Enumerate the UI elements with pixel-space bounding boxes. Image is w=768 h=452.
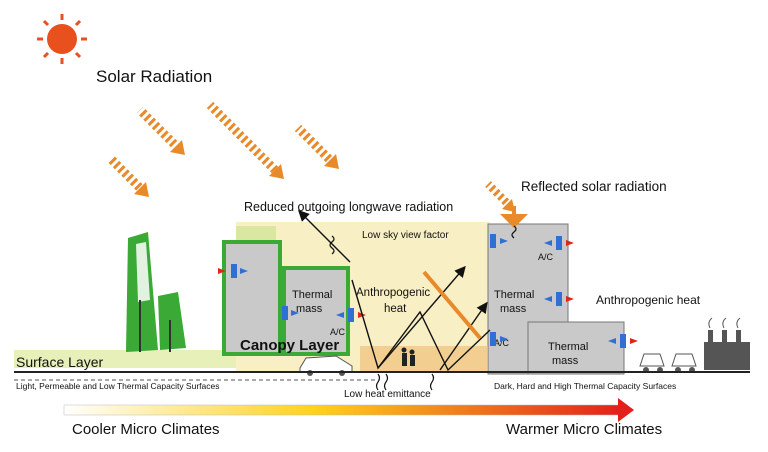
reduced-longwave-label: Reduced outgoing longwave radiation — [244, 200, 453, 214]
thermal-label-right: Thermal — [494, 289, 534, 301]
heat-emittance-icon — [329, 225, 517, 391]
low-sky-view-label: Low sky view factor — [362, 230, 449, 241]
mass-label-lower: mass — [552, 355, 579, 367]
canopy-layer-label: Canopy Layer — [240, 337, 339, 354]
car-icon — [671, 353, 697, 373]
solar-arrow — [294, 124, 339, 169]
reflected-solar-label: Reflected solar radiation — [521, 179, 667, 194]
sun-icon — [37, 14, 87, 64]
cooler-label: Cooler Micro Climates — [72, 421, 220, 438]
factory-icon — [704, 317, 750, 370]
solar-arrow — [136, 106, 185, 155]
low-heat-emittance-label: Low heat emittance — [344, 389, 431, 400]
ac-unit-icon — [490, 234, 508, 248]
solar-arrow — [485, 181, 515, 212]
thermal-label-lower: Thermal — [548, 341, 588, 353]
green-building — [222, 240, 350, 356]
left-surfaces-label: Light, Permeable and Low Thermal Capacit… — [16, 381, 219, 391]
solar-arrow — [206, 101, 284, 179]
climate-gradient-bar — [63, 404, 621, 416]
thermal-label-left: Thermal — [292, 289, 332, 301]
climate-arrow-icon — [618, 398, 634, 422]
roof-garden — [236, 226, 276, 240]
ac-unit-icon — [608, 334, 638, 348]
anthropogenic-label: Anthropogenic — [356, 287, 430, 299]
people-icon — [401, 347, 415, 366]
ac-unit-icon — [218, 264, 248, 278]
right-surfaces-label: Dark, Hard and High Thermal Capacity Sur… — [494, 381, 676, 391]
anthropogenic-heat-label: Anthropogenic heat — [596, 293, 701, 307]
ac-unit-icon — [544, 236, 574, 250]
car-icon — [639, 353, 665, 373]
ac-label-right-low: A/C — [494, 338, 510, 348]
mass-label-right: mass — [500, 303, 527, 315]
warmer-label: Warmer Micro Climates — [506, 421, 662, 438]
ac-unit-icon — [544, 292, 574, 306]
surface-layer-strip — [14, 350, 236, 368]
solar-arrow — [106, 154, 149, 197]
solar-radiation-label: Solar Radiation — [96, 67, 212, 86]
longwave-rays — [298, 210, 491, 372]
heat-label: heat — [384, 303, 407, 315]
ac-label-left: A/C — [330, 327, 346, 337]
street-heat-zone — [360, 346, 488, 372]
ac-unit-icon — [282, 306, 299, 320]
mass-label-left: mass — [296, 303, 323, 315]
tree-icon — [126, 232, 186, 352]
reflection-beam — [422, 270, 482, 340]
grey-building — [487, 223, 625, 375]
surface-layer-label: Surface Layer — [16, 354, 103, 370]
ac-unit-icon — [490, 332, 508, 346]
ac-label-right-top: A/C — [538, 252, 554, 262]
